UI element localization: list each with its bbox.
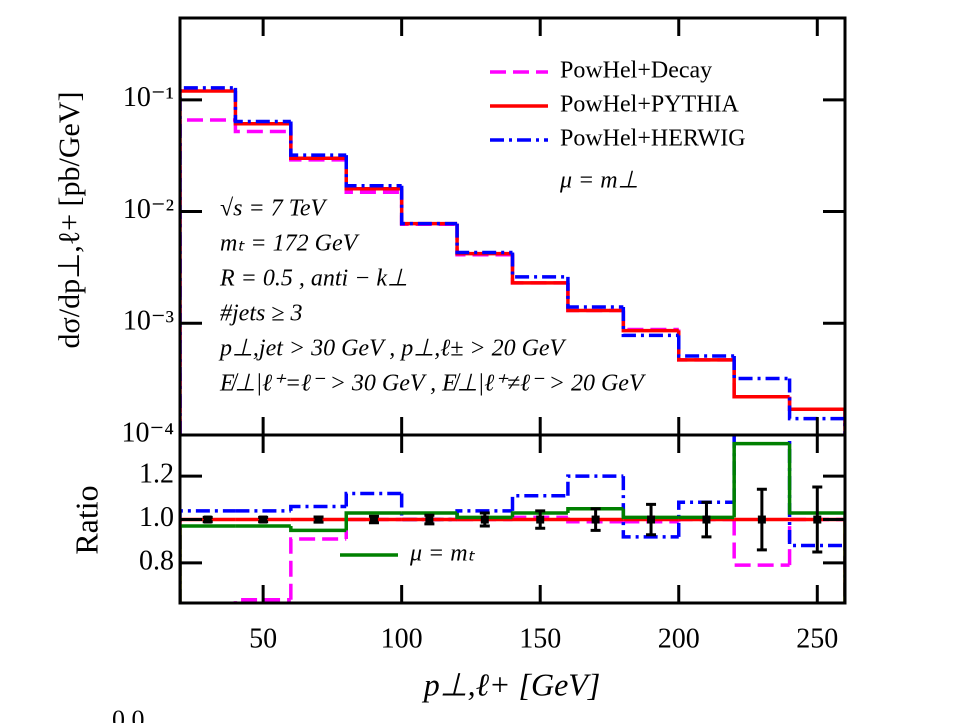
ratio-axis-label: Ratio (68, 485, 104, 554)
step-segment (789, 517, 845, 603)
step-segment (621, 508, 679, 520)
legend-label: PowHel+PYTHIA (560, 92, 740, 118)
step-segment (180, 118, 236, 435)
x-tick-label: 200 (658, 623, 700, 654)
step-segment (233, 597, 291, 603)
step-segment (732, 519, 790, 567)
plot-layer: 10⁻¹ 10⁻² 10⁻³ 10⁻⁴ PowHel+Decay PowHel+PYTHI… (121, 16, 847, 654)
error-point (425, 515, 434, 524)
x-tick-label: 100 (381, 623, 423, 654)
step-segment (732, 441, 790, 518)
error-point (647, 515, 656, 524)
cut-off-label: 0.0 (112, 705, 145, 723)
y-tick-label: 0.8 (139, 545, 174, 576)
step-segment (621, 310, 679, 333)
step-segment (399, 188, 458, 226)
step-segment (344, 155, 402, 188)
step-segment (510, 511, 568, 518)
step-segment (621, 476, 679, 539)
step-segment (621, 306, 679, 338)
step-segment (621, 310, 679, 332)
y-tick-label: 10⁻² (123, 194, 174, 225)
step-segment (566, 282, 624, 313)
y-axis-label: dσ/dp⊥,ℓ+ [pb/GeV] (53, 92, 86, 349)
annotation: R = 0.5 , anti − k⊥ (219, 266, 408, 292)
legend-label: PowHel+HERWIG (560, 126, 746, 152)
step-segment (566, 474, 624, 496)
step-segment (180, 524, 236, 603)
step-segment (510, 252, 568, 279)
error-point (203, 515, 212, 524)
step-segment (289, 504, 347, 511)
step-segment (289, 121, 347, 157)
annotation: #jets ≥ 3 (220, 301, 303, 327)
y-tick-label: 1.0 (139, 502, 174, 533)
step-segment (399, 192, 458, 226)
y-tick-label: 10⁻³ (123, 306, 174, 337)
error-point (702, 515, 711, 524)
y-tick-label: 10⁻⁴ (121, 417, 174, 448)
step-segment (180, 603, 235, 617)
step-segment (180, 517, 236, 603)
step-segment (510, 493, 568, 511)
legend-label: μ = mₜ (409, 541, 476, 567)
annotation: p⊥,jet > 30 GeV , p⊥,ℓ± > 20 GeV (218, 336, 567, 362)
annotation: E̸⊥|ℓ⁺=ℓ⁻ > 30 GeV , E̸⊥|ℓ⁺≠ℓ⁻ > 20 GeV (219, 371, 646, 397)
error-point (757, 515, 766, 524)
step-segment (677, 500, 735, 537)
step-segment (677, 335, 735, 358)
step-segment (180, 509, 236, 603)
step-segment (732, 359, 790, 399)
x-axis-label: p⊥,ℓ+ [GeV] (422, 666, 601, 702)
step-segment (344, 511, 402, 531)
error-point (591, 515, 600, 524)
annotation: √s = 7 TeV (220, 196, 328, 222)
step-segment (233, 87, 291, 124)
step-segment (566, 506, 624, 514)
y-tick-label: 10⁻¹ (123, 82, 174, 113)
x-tick-label: 250 (796, 623, 838, 654)
step-segment (289, 123, 347, 160)
error-point (480, 515, 489, 524)
step-segment (566, 276, 624, 309)
legend-label: PowHel+Decay (560, 58, 712, 84)
error-point (314, 515, 323, 524)
step-segment (787, 396, 845, 435)
x-tick-label: 50 (249, 623, 277, 654)
step-segment (233, 90, 291, 126)
error-point (259, 515, 268, 524)
legend-note: μ = m⊥ (559, 168, 638, 194)
series-group (180, 435, 845, 617)
x-tick-label: 150 (519, 623, 561, 654)
error-point (369, 515, 378, 524)
step-segment (455, 513, 513, 520)
error-point (813, 515, 822, 524)
step-segment (455, 224, 513, 257)
step-segment (289, 526, 347, 533)
step-segment (180, 89, 236, 435)
step-segment (180, 86, 236, 435)
step-segment (289, 537, 347, 600)
step-segment (732, 355, 790, 381)
y-tick-label: 1.2 (139, 459, 174, 490)
step-segment (455, 223, 513, 256)
error-point (536, 515, 545, 524)
step-segment (399, 185, 458, 226)
step-segment (344, 491, 402, 507)
step-segment (455, 223, 513, 255)
annotation: mₜ = 172 GeV (220, 231, 360, 257)
